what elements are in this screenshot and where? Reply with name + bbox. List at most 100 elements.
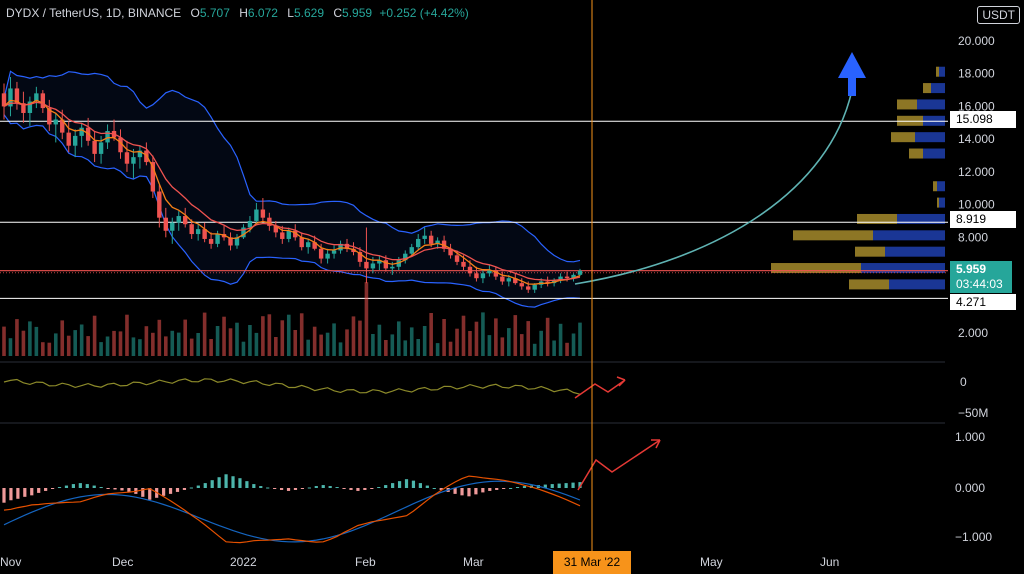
level-mid-badge: 8.919 (950, 211, 1016, 228)
volume-bar (332, 323, 336, 356)
candle-body (195, 229, 201, 235)
volume-bar (215, 326, 220, 356)
candle-body (338, 243, 343, 251)
macd-histogram-bar (231, 476, 235, 488)
volume-bar (157, 319, 162, 356)
volume-profile-row (889, 279, 945, 290)
volume-bar (60, 320, 65, 356)
candle-body (254, 209, 259, 221)
volume-bar (494, 318, 498, 356)
volume-bar (248, 325, 252, 356)
macd-histogram-bar (391, 483, 395, 488)
last-price-value: 5.959 (956, 262, 987, 276)
macd-histogram-bar (127, 488, 131, 492)
candle-body (474, 273, 479, 279)
volume-profile-row (909, 148, 923, 159)
candle-body (526, 286, 531, 290)
obv-tick-label: 0 (960, 375, 967, 389)
volume-bar (151, 332, 155, 356)
volume-bar (429, 313, 433, 356)
candle-body (416, 238, 421, 248)
volume-bar (532, 343, 537, 356)
candle-body (370, 263, 376, 269)
volume-bar (384, 340, 388, 356)
volume-bar (8, 338, 13, 356)
volume-bar (28, 321, 32, 356)
axes: 20.000 18.000 16.000 14.000 12.000 10.000 8.00… (0, 34, 995, 569)
macd-histogram-bar (273, 488, 277, 489)
macd-histogram-bar (550, 484, 554, 488)
macd-histogram-bar (384, 485, 388, 488)
candle-body (66, 132, 71, 146)
macd-histogram-bar (50, 488, 55, 489)
volume-bar (409, 327, 414, 356)
macd-histogram-bar (467, 488, 471, 497)
volume-bar (487, 335, 492, 356)
macd-histogram-bar (279, 488, 284, 490)
macd-histogram-bar (210, 480, 214, 488)
currency-button[interactable]: USDT (977, 6, 1020, 24)
macd-histogram-bar (307, 487, 311, 489)
price-tick-label: 8.000 (958, 230, 988, 244)
volume-profile-row (931, 83, 945, 94)
volume-bar (144, 326, 149, 356)
macd-histogram-bar (175, 488, 180, 492)
level-mid-value: 8.919 (956, 212, 987, 226)
volume-bar (125, 314, 129, 356)
macd-histogram-bar (425, 485, 429, 488)
volume-bar (53, 333, 58, 356)
candle-body (545, 281, 550, 284)
candle-body (98, 142, 104, 154)
volume-bar (15, 319, 19, 356)
symbol-legend: DYDX / TetherUS, 1D, BINANCE O5.707 H6.0… (6, 6, 469, 20)
macd-tick-label: 0.000 (955, 481, 985, 495)
volume-bar (261, 316, 265, 356)
bollinger-lower (3, 114, 581, 308)
candle-body (448, 248, 453, 256)
macd-histogram-bar (162, 488, 166, 496)
volume-bar (209, 339, 213, 356)
high-label: H (239, 6, 248, 20)
volume-bar (552, 340, 556, 356)
high-value: 6.072 (247, 6, 278, 20)
level-low-badge: 4.271 (950, 294, 1016, 310)
candle-body (428, 235, 434, 244)
price-tick-label: 20.000 (958, 34, 995, 48)
volume-bar (481, 312, 485, 356)
obv-pane (3, 376, 626, 399)
candle-body (267, 217, 272, 226)
volume-profile-row (936, 66, 939, 77)
candle-body (79, 127, 84, 136)
candle-body (53, 119, 58, 125)
volume-bar (312, 326, 317, 356)
time-tick-label: 2022 (230, 555, 257, 569)
candle-body (72, 135, 78, 146)
macd-histogram-bar (578, 482, 582, 488)
macd-line (3, 480, 581, 543)
candle-body (564, 276, 570, 279)
macd-histogram-bar (252, 484, 256, 488)
candle-body (273, 225, 279, 233)
volume-bar (196, 333, 200, 356)
volume-profile-row (897, 213, 945, 224)
volume-bar (338, 342, 343, 356)
price-tick-label: 10.000 (958, 198, 995, 212)
macd-histogram-bar (377, 487, 381, 489)
macd-histogram-bar (321, 485, 325, 488)
macd-histogram-bar (266, 487, 270, 489)
candle-body (202, 229, 207, 239)
macd-histogram-bar (460, 488, 464, 496)
volume-profile-row (937, 197, 939, 208)
volume-bar (507, 328, 511, 356)
candle-body (170, 222, 175, 231)
candle-body (344, 243, 350, 249)
macd-pane (2, 439, 661, 544)
volume-bar (319, 334, 323, 356)
last-price-badge: 5.959 03:44:03 (950, 261, 1012, 293)
macd-histogram-bar (397, 481, 402, 488)
candle-body (34, 93, 39, 102)
macd-histogram-bar (9, 488, 13, 501)
bar-countdown: 03:44:03 (956, 277, 1003, 291)
candle-body (247, 220, 253, 228)
